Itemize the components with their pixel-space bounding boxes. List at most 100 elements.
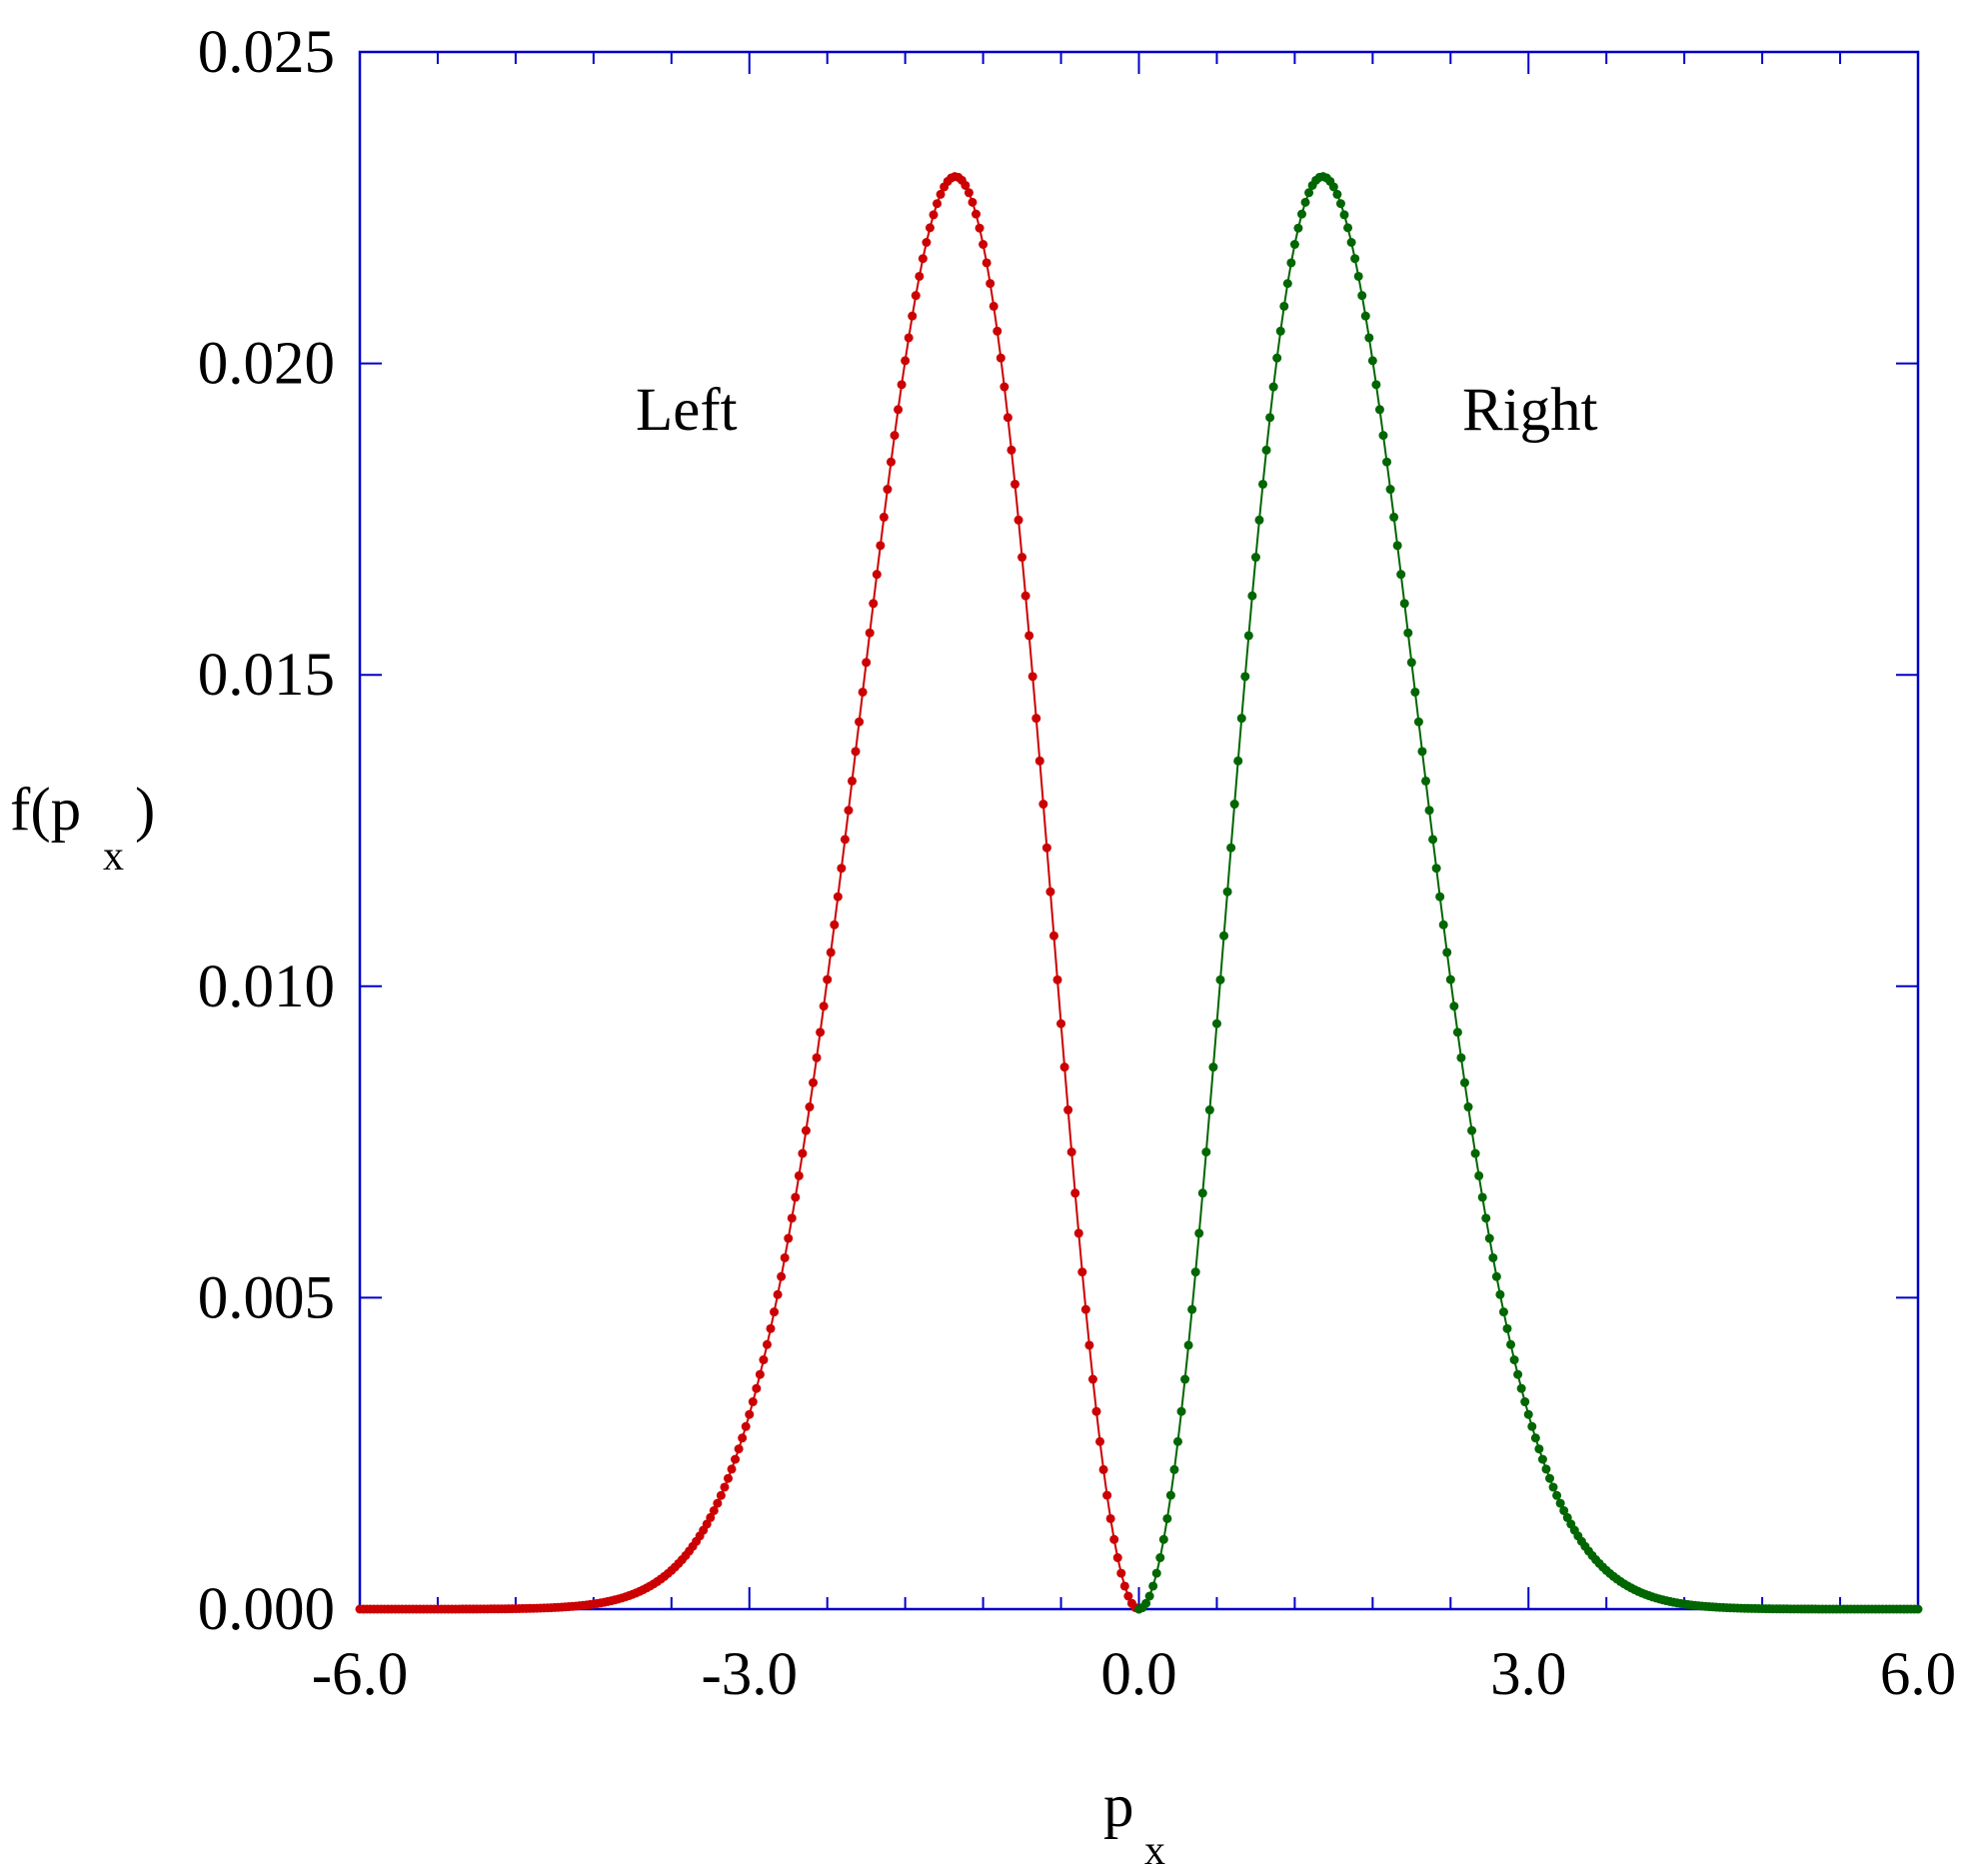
series-layer [355, 172, 1923, 1614]
series-left-point [784, 1233, 794, 1243]
series-left-point [1109, 1534, 1119, 1544]
series-right-point [1431, 864, 1441, 874]
series-left-point [770, 1307, 780, 1317]
series-right-point [1275, 326, 1285, 336]
series-right-point [1498, 1307, 1508, 1317]
series-right-point [1470, 1148, 1480, 1158]
series-right-point [1296, 209, 1306, 219]
series-right-point [1399, 599, 1409, 609]
series-right-point [1194, 1228, 1204, 1238]
series-right-point [1169, 1464, 1179, 1474]
series-right-point [1428, 835, 1438, 845]
series-right-point [1442, 947, 1452, 957]
series-right-point [1279, 301, 1289, 311]
series-left-point [858, 687, 868, 697]
series-right-point [1435, 892, 1445, 902]
series-left-point [855, 717, 865, 727]
series-right-point [1389, 512, 1399, 522]
series-right-point [1424, 806, 1434, 816]
series-left-point [968, 197, 978, 207]
series-left-point [982, 258, 991, 268]
series-left-point [865, 628, 875, 638]
series-left-point [830, 920, 840, 930]
series-left-point [1056, 1018, 1066, 1028]
series-right-point [1258, 479, 1268, 489]
series-right-point [1261, 445, 1271, 455]
series-left-point [1080, 1304, 1090, 1314]
series-right-point [1240, 672, 1250, 682]
series-left-point [972, 209, 982, 219]
series-right-point [1516, 1383, 1526, 1393]
series-left-point [999, 382, 1009, 392]
series-left-point [1034, 756, 1044, 766]
series-right-point [1445, 974, 1455, 984]
series-left-point [1013, 515, 1023, 525]
series-left-point [1009, 479, 1019, 489]
series-right-point [1396, 570, 1406, 580]
series-right-point [1353, 271, 1363, 281]
series-right-point [1204, 1105, 1214, 1115]
series-left-point [992, 326, 1002, 336]
series-right-point [1367, 356, 1377, 366]
series-left-point [777, 1271, 787, 1281]
series-left-point [716, 1490, 726, 1500]
series-left-point [840, 835, 850, 845]
series-right-point [1151, 1568, 1161, 1578]
series-left-point [915, 271, 925, 281]
series-left-point [794, 1170, 804, 1180]
series-left-point [706, 1512, 716, 1522]
series-left-point [1102, 1490, 1112, 1500]
series-right-point [1534, 1444, 1544, 1454]
series-left-point [869, 599, 879, 609]
series-left-point [745, 1409, 755, 1419]
series-right-point [1293, 223, 1303, 233]
series-right-point [1364, 333, 1374, 343]
x-tick-label: 3.0 [1490, 1641, 1566, 1708]
series-right-point [1346, 238, 1356, 247]
series-right-point [1289, 240, 1299, 249]
series-right-point [1421, 776, 1430, 786]
series-left-point [780, 1252, 790, 1262]
series-right-point [1236, 714, 1246, 724]
series-left-point [812, 1052, 822, 1062]
series-left-point [886, 457, 896, 467]
series-right-point [1530, 1433, 1540, 1443]
series-right-point [1328, 182, 1338, 192]
annotation-right: Right [1462, 377, 1598, 444]
series-left-point [1017, 553, 1027, 563]
x-axis-title-main: p [1103, 1773, 1134, 1840]
series-left-point [748, 1397, 758, 1407]
series-right-point [1343, 223, 1353, 233]
series-right-point [1350, 254, 1360, 264]
series-right-point [1187, 1304, 1197, 1314]
series-left-point [979, 240, 989, 249]
series-left-point [1105, 1513, 1115, 1523]
series-right-point [1555, 1498, 1565, 1508]
series-left-point [837, 864, 847, 874]
series-left-point [975, 223, 985, 233]
series-right-point [1233, 756, 1243, 766]
series-right-point [1477, 1192, 1487, 1202]
series-left-point [851, 747, 861, 757]
y-tick-label: 0.010 [198, 953, 335, 1020]
series-right-point [1254, 515, 1264, 525]
series-left-point [1070, 1188, 1080, 1198]
series-right-point [1172, 1436, 1182, 1446]
series-right-point [1282, 279, 1292, 289]
series-left-point [1048, 931, 1058, 940]
series-right-point [1537, 1454, 1547, 1464]
series-right-point [1456, 1052, 1466, 1062]
series-right-point [1438, 920, 1448, 930]
series-left-point [801, 1125, 811, 1135]
series-right-point [1481, 1213, 1491, 1223]
series-left-point [1084, 1340, 1094, 1350]
series-left-point [1119, 1581, 1129, 1591]
tick-labels: -6.0 -3.0 0.0 3.0 6.0 0.000 0.005 0.010 0.015 0.0… [198, 19, 1956, 1708]
series-left-point [819, 1001, 829, 1011]
series-left-point [723, 1473, 733, 1483]
series-left-point [755, 1369, 765, 1379]
series-left-point [862, 658, 872, 668]
series-left-point [752, 1383, 762, 1393]
series-left-point [883, 485, 893, 495]
